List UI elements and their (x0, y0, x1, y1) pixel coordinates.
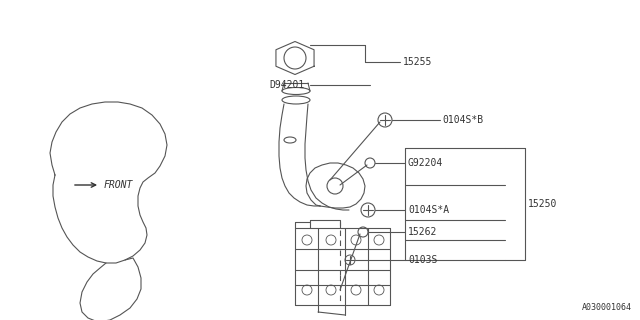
Text: FRONT: FRONT (104, 180, 133, 190)
Text: 15250: 15250 (528, 199, 557, 209)
Text: 0104S*B: 0104S*B (442, 115, 483, 125)
Text: 0103S: 0103S (408, 255, 437, 265)
Text: 15262: 15262 (408, 227, 437, 237)
Text: A030001064: A030001064 (582, 303, 632, 312)
Text: 15255: 15255 (403, 57, 433, 67)
Text: D94201: D94201 (269, 80, 305, 90)
Text: G92204: G92204 (408, 158, 444, 168)
Text: 0104S*A: 0104S*A (408, 205, 449, 215)
